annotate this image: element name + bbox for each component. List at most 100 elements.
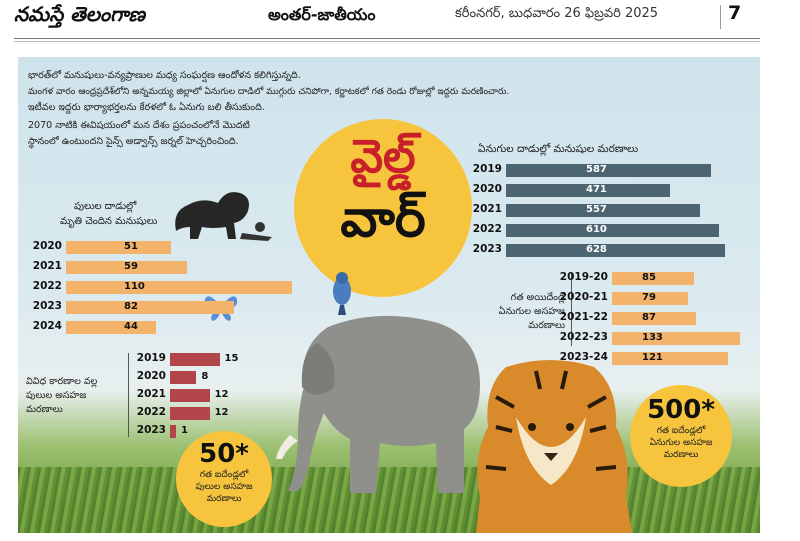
header-rule (14, 38, 760, 39)
elephant-illustration (276, 315, 480, 493)
elephant-attack-deaths-value-0: 587 (586, 164, 607, 175)
elephant-attack-deaths-year-0: 2019 (472, 163, 502, 175)
elephant-unnatural-deaths-bar-3 (612, 332, 740, 345)
tiger-unnatural-deaths-year-2: 2021 (136, 388, 166, 400)
tiger-badge-caption-2: పులుల అసహజ (195, 482, 253, 492)
tiger-attack-deaths-bar-1 (66, 261, 187, 274)
elephant-attack-deaths-value-4: 628 (586, 244, 607, 255)
tiger-attack-deaths-year-2: 2022 (32, 280, 62, 292)
header-rule-secondary (14, 41, 760, 42)
elephant-attack-deaths-value-3: 610 (586, 224, 607, 235)
tiger-unnatural-deaths-value-2: 12 (214, 389, 229, 400)
masthead: నమస్తే తెలంగాణ (14, 2, 146, 26)
elephant-attack-deaths-value-2: 557 (586, 204, 607, 215)
tiger-attack-deaths-year-3: 2023 (32, 300, 62, 312)
tiger-unnatural-deaths-bar-1 (170, 371, 197, 384)
elephant-unnatural-deaths-value-0: 85 (642, 272, 656, 283)
elephant-badge-caption-3: మరణాలు (663, 450, 699, 460)
tiger-unnatural-deaths-year-0: 2019 (136, 352, 166, 364)
tiger-unnatural-caption-1: వివిధ కారణాల వల్ల (26, 376, 98, 387)
elephant-unnatural-deaths-value-2: 87 (642, 312, 656, 323)
elephant-unnatural-deaths-value-1: 79 (642, 292, 656, 303)
elephant-unnatural-deaths-bar-2 (612, 312, 696, 325)
grass-foreground (18, 467, 760, 533)
tiger-badge-number: 50* (199, 439, 249, 469)
tiger-unnatural-caption-2: పులుల అసహజ (26, 390, 87, 401)
tiger-attack-deaths-year-4: 2024 (32, 320, 62, 332)
title-circle (294, 119, 472, 297)
lion-attack-icon (175, 192, 272, 241)
elephant-attack-deaths-bar-0 (506, 164, 711, 177)
tiger-attack-deaths-value-4: 44 (124, 321, 138, 332)
tiger-attack-deaths-bar-3 (66, 301, 235, 314)
elephant-unnatural-deaths-bar-1 (612, 292, 688, 305)
tiger-unnatural-deaths-bar-2 (170, 389, 210, 402)
tiger-deaths-badge: 50* గత ఐదేండ్లలో పులుల అసహజ మరణాలు (176, 431, 272, 527)
tiger-unnatural-caption-3: మరణాలు (26, 404, 63, 415)
tiger-attack-caption-1: పులుల దాడుల్లో (74, 201, 137, 212)
tiger-attack-deaths-bar-2 (66, 281, 292, 294)
bar-charts: 2020 51 2021 59 2022 110 2023 82 2024 44 2019 587 20… (18, 57, 760, 533)
tiger-unnatural-divider (128, 353, 129, 437)
headline-wild: వైల్డ్ (350, 129, 416, 183)
tiger-attack-deaths-value-1: 59 (124, 261, 138, 272)
tiger-unnatural-deaths-year-4: 2023 (136, 424, 166, 436)
tiger-attack-deaths-bar-4 (66, 321, 157, 334)
elephant-badge-caption-1: గత ఐదేండ్లలో (656, 426, 706, 436)
tiger-illustration (476, 360, 632, 533)
tiger-attack-deaths-year-1: 2021 (32, 260, 62, 272)
tiger-unnatural-deaths-value-3: 12 (214, 407, 229, 418)
infographic-panel: భారత్‌లో మనుషులు-వన్యప్రాణుల మధ్య సంఘర్ష… (18, 57, 760, 533)
elephant-unnatural-deaths-value-4: 121 (642, 352, 663, 363)
elephant-attack-deaths-year-2: 2021 (472, 203, 502, 215)
tiger-unnatural-deaths-year-3: 2022 (136, 406, 166, 418)
section-name: అంతర్-జాతీయం (268, 5, 376, 24)
elephant-unnatural-deaths-year-4: 2023-24 (559, 351, 608, 363)
elephant-unnatural-deaths-year-2: 2021-22 (559, 311, 608, 323)
tiger-badge-caption-1: గత ఐదేండ్లలో (199, 470, 249, 480)
elephant-unnatural-caption-3: మరణాలు (528, 320, 565, 331)
tiger-unnatural-deaths-bar-3 (170, 407, 210, 420)
elephant-attack-deaths-year-3: 2022 (472, 223, 502, 235)
tiger-unnatural-deaths-value-0: 15 (224, 353, 239, 364)
tiger-unnatural-deaths-bar-4 (170, 425, 176, 438)
elephant-attack-deaths-value-1: 471 (586, 184, 607, 195)
elephant-unnatural-deaths-year-0: 2019-20 (559, 271, 608, 283)
elephant-unnatural-caption-1: గత అయిదేండ్ల (510, 292, 565, 303)
elephant-unnatural-caption-2: ఏనుగుల అసహజ (498, 306, 565, 317)
elephant-deaths-badge: 500* గత ఐదేండ్లలో ఏనుగుల అసహజ మరణాలు (630, 385, 732, 487)
elephant-unnatural-deaths-bar-4 (612, 352, 729, 365)
headline-war: వార్ (340, 189, 426, 249)
elephant-attack-deaths-bar-2 (506, 204, 701, 217)
elephant-badge-number: 500* (647, 395, 715, 425)
dateline: కరీంనగర్, బుధవారం 26 ఫిబ్రవరి 2025 (455, 6, 659, 21)
tiger-attack-deaths-value-2: 110 (124, 281, 145, 292)
elephant-attack-deaths-year-1: 2020 (472, 183, 502, 195)
bird-icon (333, 272, 351, 315)
tiger-unnatural-deaths-year-1: 2020 (136, 370, 166, 382)
tiger-attack-deaths-value-3: 82 (124, 301, 138, 312)
intro-line-3: ఇటీవల ఇద్దరు భార్యాభర్తలను కేరళలో ఓ ఏనుగ… (28, 102, 265, 113)
tiger-attack-deaths-value-0: 51 (124, 241, 138, 252)
elephant-unnatural-divider (571, 272, 572, 346)
intro-line-4: 2070 నాటికి ఈవిషయంలో మన దేశం ప్రపంచంలోనే… (28, 120, 250, 131)
intro-line-1: భారత్‌లో మనుషులు-వన్యప్రాణుల మధ్య సంఘర్ష… (28, 70, 301, 81)
tiger-unnatural-deaths-value-1: 8 (201, 371, 209, 382)
elephant-badge-caption-2: ఏనుగుల అసహజ (649, 438, 713, 448)
tiger-unnatural-deaths-bar-0 (170, 353, 220, 366)
tiger-badge-caption-3: మరణాలు (206, 494, 242, 504)
header-divider (720, 5, 721, 29)
elephant-unnatural-deaths-value-3: 133 (642, 332, 663, 343)
tiger-unnatural-deaths-value-4: 1 (181, 425, 188, 436)
elephant-attack-deaths-bar-3 (506, 224, 719, 237)
elephant-attack-deaths-bar-4 (506, 244, 726, 257)
tiger-attack-deaths-year-0: 2020 (32, 240, 62, 252)
elephant-attack-deaths-bar-1 (506, 184, 671, 197)
page-number: 7 (728, 2, 742, 24)
intro-line-2: మంగళ వారం ఆంధ్రప్రదేశ్‌లోని అన్నమయ్య జిల… (28, 87, 510, 97)
elephant-attack-deaths-year-4: 2023 (472, 243, 502, 255)
elephant-unnatural-deaths-year-1: 2020-21 (559, 291, 608, 303)
elephant-unnatural-deaths-bar-0 (612, 272, 694, 285)
page-header: నమస్తే తెలంగాణ అంతర్-జాతీయం కరీంనగర్, బు… (0, 0, 800, 34)
elephant-unnatural-deaths-year-3: 2022-23 (559, 331, 608, 343)
